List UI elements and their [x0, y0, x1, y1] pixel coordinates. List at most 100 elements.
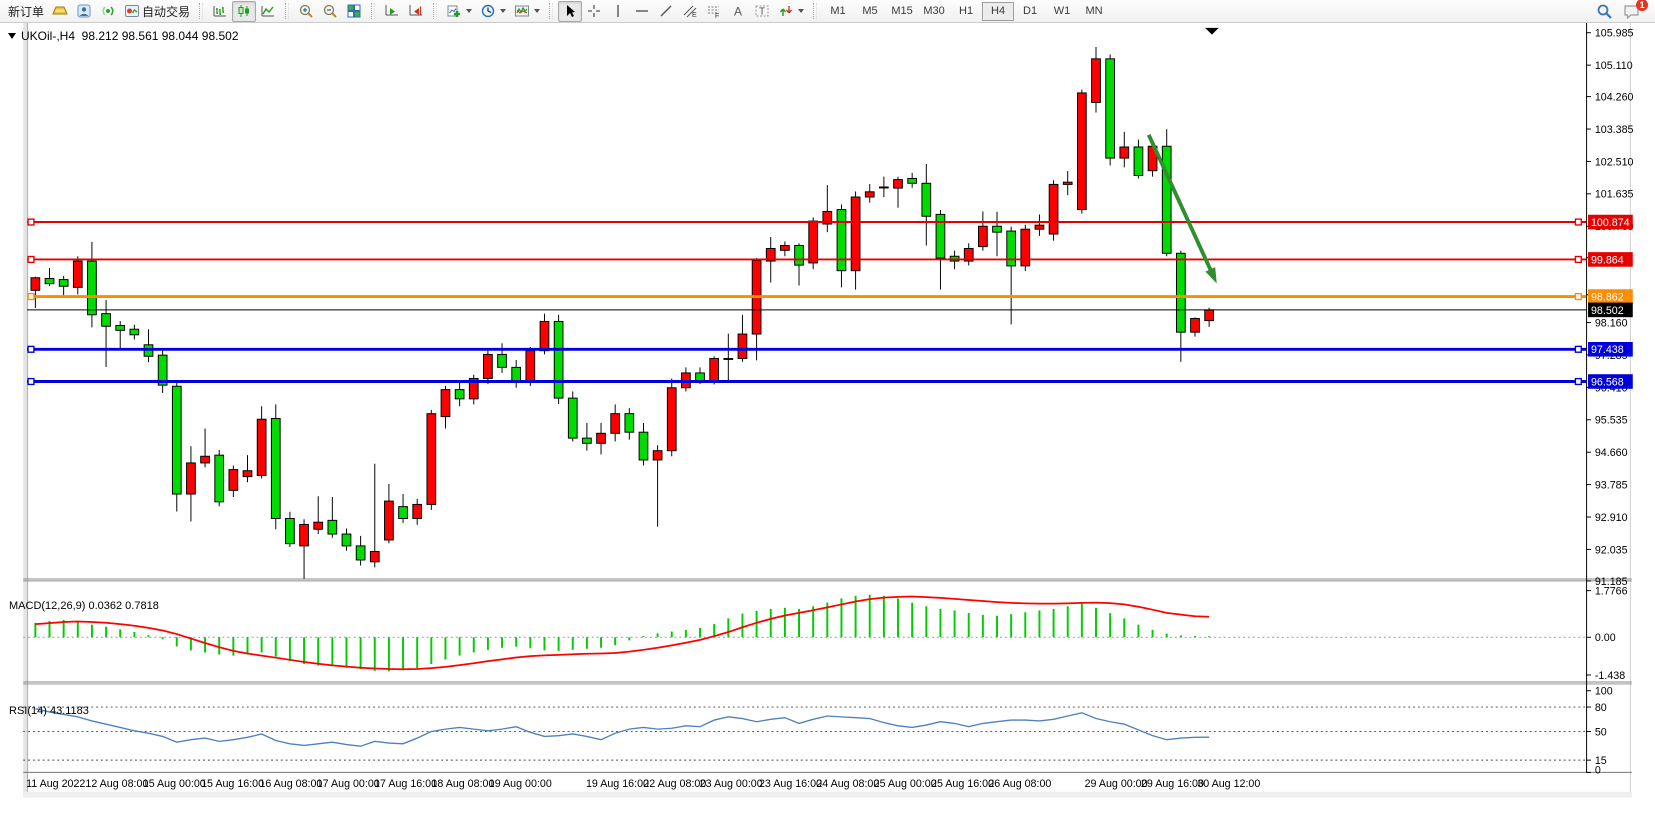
auto-scroll-icon: [385, 5, 399, 16]
timeframe-button-group: M1 M5 M15 M30 H1 H4 D1 W1 MN: [822, 1, 1110, 21]
timeframe-button-h1[interactable]: H1: [959, 5, 974, 18]
bar-chart-button[interactable]: [208, 1, 232, 22]
text-label-button[interactable]: T: [750, 1, 774, 22]
svg-text:101.635: 101.635: [1595, 189, 1634, 201]
trend-arrow[interactable]: [1146, 133, 1217, 284]
candle: [270, 417, 281, 519]
gold-ingot-button[interactable]: [48, 1, 72, 22]
candlestick-chart-button[interactable]: [232, 0, 257, 22]
svg-text:1.7766: 1.7766: [1595, 586, 1628, 598]
price-label-99.864: 99.864: [1588, 252, 1633, 267]
auto-scroll-button[interactable]: [380, 1, 404, 22]
cursor-button[interactable]: [558, 0, 583, 22]
candle: [624, 413, 635, 433]
notifications-button[interactable]: 1: [1623, 0, 1648, 20]
accounts-button[interactable]: [72, 1, 96, 22]
candle: [652, 450, 663, 461]
candle: [157, 354, 168, 386]
timeframe-button-m30[interactable]: M30: [923, 5, 945, 18]
vertical-line-button[interactable]: [606, 1, 630, 22]
candle: [313, 521, 324, 530]
hline-100.874[interactable]: [27, 218, 1587, 226]
macd-pane[interactable]: [34, 594, 1211, 672]
rsi-pane[interactable]: [35, 708, 1210, 747]
timeframe-button-m1[interactable]: M1: [830, 5, 846, 18]
candle: [850, 196, 861, 272]
candle: [638, 431, 649, 461]
svg-text:-1.438: -1.438: [1595, 670, 1625, 682]
new-chart-button[interactable]: [442, 1, 476, 22]
trendline-icon: [660, 5, 672, 17]
arrows-button[interactable]: [774, 1, 808, 22]
chart-title-text: UKOil-,H4 98.212 98.561 98.044 98.502: [21, 29, 239, 43]
horizontal-line-button[interactable]: [630, 1, 654, 22]
svg-text:23 Aug 16:00: 23 Aug 16:00: [759, 778, 822, 790]
candle: [539, 320, 550, 352]
periods-button[interactable]: [476, 1, 510, 22]
equidistant-channel-button[interactable]: E: [678, 1, 702, 22]
svg-text:102.510: 102.510: [1595, 156, 1634, 168]
candle: [483, 353, 493, 379]
text-icon: A: [734, 5, 742, 19]
signal-button[interactable]: [96, 1, 120, 22]
chart-window[interactable]: UKOil-,H4 98.212 98.561 98.044 98.502 MA…: [0, 23, 1655, 820]
candle: [978, 225, 988, 248]
candle: [1161, 145, 1172, 254]
hline-96.568[interactable]: [27, 377, 1587, 386]
chart-canvas[interactable]: 105.985 105.110 104.260 103.385 102.510 101.6…: [0, 23, 1655, 820]
candle: [836, 209, 847, 272]
text-button[interactable]: A: [726, 1, 750, 22]
candle: [1190, 317, 1200, 333]
timeframe-button-mn[interactable]: MN: [1085, 5, 1103, 18]
candle: [299, 523, 309, 547]
candle: [567, 397, 578, 439]
hline-97.438[interactable]: [27, 345, 1587, 353]
fibonacci-button[interactable]: F: [702, 1, 726, 22]
hline-99.864[interactable]: [27, 255, 1587, 264]
tile-windows-button[interactable]: [342, 1, 366, 22]
toolbar: 新订单 自动交易: [0, 0, 1655, 23]
timeframe-button-w1[interactable]: W1: [1053, 5, 1071, 18]
svg-text:25 Aug 16:00: 25 Aug 16:00: [931, 778, 994, 790]
timeframe-button-h4[interactable]: H4: [982, 1, 1015, 21]
line-chart-button[interactable]: [256, 1, 280, 22]
svg-text:92.910: 92.910: [1595, 512, 1628, 524]
timeframe-button-m15[interactable]: M15: [891, 5, 913, 18]
candle: [228, 469, 239, 491]
dropdown-caret-icon: [798, 9, 805, 13]
candle: [214, 454, 225, 503]
crosshair-button[interactable]: [582, 1, 606, 22]
timeframe-button-d1[interactable]: D1: [1023, 5, 1038, 18]
hline-98.862[interactable]: [27, 292, 1587, 301]
price-axis[interactable]: 105.985 105.110 104.260 103.385 102.510 101.6…: [1586, 28, 1634, 777]
auto-trading-button[interactable]: 自动交易: [120, 1, 194, 22]
search-icon[interactable]: [1596, 3, 1613, 20]
svg-text:93.785: 93.785: [1595, 479, 1628, 491]
rsi-line: [35, 708, 1210, 747]
new-order-button[interactable]: 新订单: [4, 1, 48, 22]
svg-text:30 Aug 12:00: 30 Aug 12:00: [1197, 778, 1260, 790]
candle: [582, 437, 592, 444]
chart-shift-button[interactable]: [404, 1, 428, 22]
svg-text:0: 0: [1595, 764, 1601, 776]
timeframe-button-m5[interactable]: M5: [862, 5, 878, 18]
svg-text:94.660: 94.660: [1595, 447, 1628, 459]
zoom-in-button[interactable]: [294, 1, 318, 22]
candle: [1062, 181, 1073, 185]
candle: [553, 320, 564, 399]
zoom-out-button[interactable]: [318, 1, 342, 22]
svg-text:15 Aug 00:00: 15 Aug 00:00: [143, 778, 206, 790]
autotrading-icon: [125, 5, 140, 17]
candle: [1119, 146, 1130, 159]
vertical-line-icon: [617, 5, 619, 17]
chart-shift-marker[interactable]: [1205, 27, 1219, 35]
text-label-icon: T: [755, 5, 769, 18]
candle: [72, 260, 83, 288]
trendline-button[interactable]: [654, 1, 678, 22]
candle: [765, 247, 776, 262]
symbol-dropdown-icon: [8, 33, 16, 39]
indicators-button[interactable]: [510, 1, 544, 22]
candle: [129, 328, 140, 336]
candle: [921, 182, 932, 217]
